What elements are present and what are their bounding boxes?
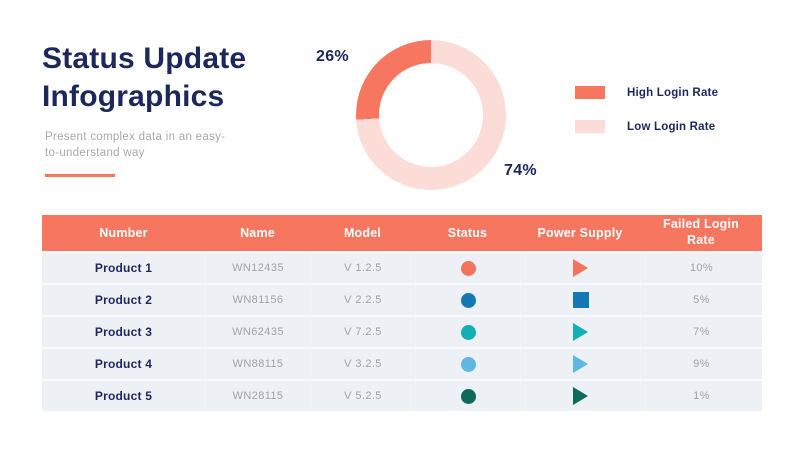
power-supply-triangle-icon (573, 259, 588, 277)
donut-label-high: 26% (316, 48, 349, 65)
page-title-line2: Infographics (42, 80, 225, 113)
column-header-failed-rate: Failed Login Rate (640, 215, 762, 251)
cell-power-supply (520, 379, 640, 411)
cell-name: WN81156 (205, 283, 310, 315)
donut-hole (379, 63, 483, 167)
legend-swatch-high-icon (575, 86, 605, 99)
page-subtitle: Present complex data in an easy- to-unde… (45, 129, 312, 161)
cell-model: V 1.2.5 (310, 251, 415, 283)
column-header-label: Name (240, 226, 275, 240)
column-header-label: Number (99, 226, 148, 240)
cell-power-supply (520, 347, 640, 379)
accent-underline (45, 174, 115, 177)
cell-name: WN62435 (205, 315, 310, 347)
power-supply-triangle-icon (573, 323, 588, 341)
status-dot-icon (460, 260, 476, 276)
cell-status (415, 347, 520, 379)
power-supply-triangle-icon (573, 355, 588, 373)
cell-failed-rate: 7% (640, 315, 762, 347)
legend-item-high: High Login Rate (575, 86, 718, 99)
cell-name: WN12435 (205, 251, 310, 283)
status-table: Number Name Model Status Power Supply Failed … (42, 215, 762, 411)
donut-label-low: 74% (504, 162, 537, 179)
legend-item-low: Low Login Rate (575, 120, 718, 133)
cell-number: Product 4 (42, 347, 205, 379)
column-header-label: Failed Login Rate (662, 217, 739, 247)
page-title-line1: Status Update (42, 42, 247, 75)
cell-name: WN88115 (205, 347, 310, 379)
cell-number: Product 3 (42, 315, 205, 347)
cell-number: Product 5 (42, 379, 205, 411)
cell-name: WN28115 (205, 379, 310, 411)
page-subtitle-line2: to-understand way (45, 147, 145, 159)
legend-swatch-low-icon (575, 120, 605, 133)
column-header-name: Name (205, 215, 310, 251)
cell-model: V 2.2.5 (310, 283, 415, 315)
column-header-label: Power Supply (537, 226, 623, 240)
cell-power-supply (520, 251, 640, 283)
status-dot-icon (460, 356, 476, 372)
cell-model: V 5.2.5 (310, 379, 415, 411)
cell-number: Product 1 (42, 251, 205, 283)
status-dot-icon (460, 324, 476, 340)
cell-failed-rate: 10% (640, 251, 762, 283)
column-header-model: Model (310, 215, 415, 251)
status-dot-icon (460, 292, 476, 308)
cell-failed-rate: 5% (640, 283, 762, 315)
cell-status (415, 251, 520, 283)
cell-model: V 7.2.5 (310, 315, 415, 347)
column-header-power: Power Supply (520, 215, 640, 251)
legend-label-high: High Login Rate (627, 86, 719, 99)
cell-failed-rate: 9% (640, 347, 762, 379)
cell-power-supply (520, 283, 640, 315)
cell-failed-rate: 1% (640, 379, 762, 411)
page-title: Status Update Infographics (42, 40, 312, 116)
legend-label-low: Low Login Rate (627, 120, 716, 133)
column-header-label: Model (343, 226, 382, 240)
cell-status (415, 283, 520, 315)
page-subtitle-line1: Present complex data in an easy- (45, 131, 226, 143)
chart-legend: High Login Rate Low Login Rate (575, 86, 718, 154)
donut-chart: 26% 74% (316, 40, 537, 190)
cell-status (415, 315, 520, 347)
cell-status (415, 379, 520, 411)
cell-number: Product 2 (42, 283, 205, 315)
power-supply-square-icon (572, 292, 589, 308)
column-header-status: Status (415, 215, 520, 251)
power-supply-triangle-icon (573, 387, 588, 405)
title-block: Status Update Infographics Present compl… (42, 40, 312, 177)
status-dot-icon (460, 388, 476, 404)
cell-model: V 3.2.5 (310, 347, 415, 379)
cell-power-supply (520, 315, 640, 347)
column-header-label: Status (447, 226, 488, 240)
column-header-number: Number (42, 215, 205, 251)
